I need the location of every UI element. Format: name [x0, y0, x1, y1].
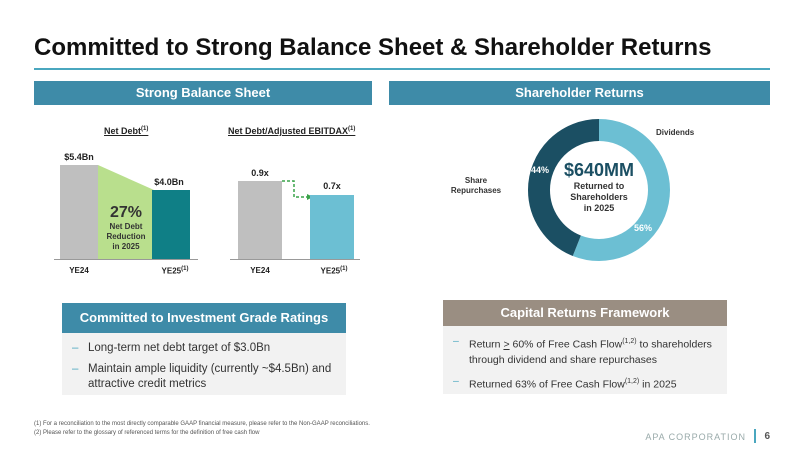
net-debt-ye24-value: $5.4Bn	[64, 152, 94, 162]
reduction-description: Net Debt Reduction in 2025	[106, 222, 146, 251]
repurchases-percent: 44%	[531, 165, 550, 175]
ebitdax-ye24-label: YE24	[250, 266, 270, 275]
net-debt-reduction-wedge	[98, 165, 154, 259]
ebitdax-chart-title: Net Debt/Adjusted EBITDAX(1)	[228, 126, 356, 136]
investment-grade-header: Committed to Investment Grade Ratings	[62, 303, 346, 333]
net-debt-axis	[54, 259, 198, 260]
list-item: – Long-term net debt target of $3.0Bn	[72, 342, 271, 354]
title-divider	[34, 68, 770, 70]
repurchases-segment	[528, 119, 670, 261]
page-title: Committed to Strong Balance Sheet & Shar…	[34, 34, 712, 61]
list-item: – Returned 63% of Free Cash Flow(1,2) in …	[453, 374, 677, 391]
dividends-percent: 56%	[634, 223, 653, 233]
list-item: – Maintain ample liquidity (currently ~$4…	[72, 363, 332, 390]
reduction-percent: 27%	[109, 204, 143, 221]
net-debt-ye25-bar	[152, 190, 190, 259]
ebitdax-ye25-bar	[310, 195, 354, 259]
investment-grade-body: – Long-term net debt target of $3.0Bn – Ma…	[62, 333, 346, 395]
net-debt-chart-title: Net Debt(1)	[104, 126, 149, 136]
ebitdax-ye24-value: 0.9x	[251, 168, 269, 178]
footnotes: (1) For a reconciliation to the most dir…	[34, 421, 370, 436]
net-debt-ye24-bar	[60, 165, 98, 259]
ebitdax-ye24-bar	[238, 181, 282, 259]
ebitdax-ye25-label: YE25(1)	[320, 266, 348, 276]
footer-brand: APA CORPORATION	[645, 432, 746, 442]
net-debt-ye25-value: $4.0Bn	[154, 177, 184, 187]
net-debt-ye24-label: YE24	[69, 266, 89, 275]
footer-divider	[754, 429, 756, 443]
donut-center-text: $640MM Returned to Shareholders in 2025	[527, 160, 671, 214]
page-number: 6	[764, 431, 770, 442]
ebitdax-axis	[230, 259, 360, 260]
shareholder-returns-donut	[528, 119, 670, 261]
returned-amount: $640MM	[563, 160, 635, 180]
list-item: – Return > 60% of Free Cash Flow(1,2) to …	[453, 335, 712, 366]
ebitdax-ye25-value: 0.7x	[323, 181, 341, 191]
net-debt-ye25-label: YE25(1)	[161, 266, 189, 276]
strong-balance-sheet-header: Strong Balance Sheet	[34, 81, 372, 105]
dividends-label: Dividends	[656, 128, 695, 137]
shareholder-returns-header: Shareholder Returns	[389, 81, 770, 105]
capital-returns-header: Capital Returns Framework	[443, 300, 727, 326]
capital-returns-body: – Return > 60% of Free Cash Flow(1,2) to …	[443, 326, 727, 394]
share-repurchases-label: Share Repurchases	[450, 176, 502, 195]
